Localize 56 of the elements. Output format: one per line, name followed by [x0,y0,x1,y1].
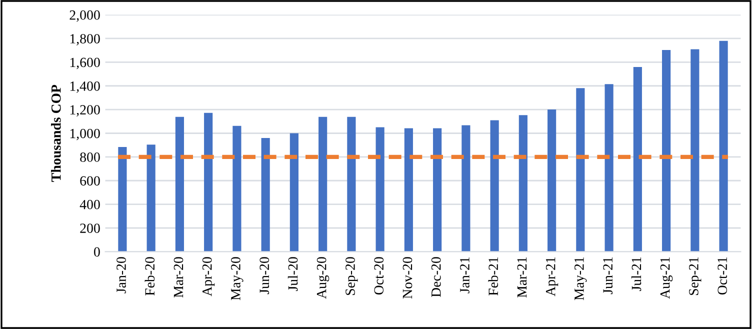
x-tick-label: Apr-21 [546,257,558,296]
bar [490,120,499,252]
bar [719,40,728,252]
y-tick-label: 800 [80,152,100,162]
y-tick-label: 1,800 [70,34,100,46]
x-tick-label: Jul-21 [631,257,642,291]
bar [548,110,556,252]
bar [146,144,156,252]
x-tick-label: Aug-20 [316,257,330,299]
bar [232,126,242,252]
y-tick-label: 1,600 [70,58,100,70]
x-tick-label: Feb-20 [144,257,155,296]
bar [462,125,470,252]
bar [690,49,700,252]
x-tick-label: Aug-21 [660,257,673,299]
x-tick-label: Jan-21 [460,257,470,294]
y-tick-label: 200 [80,224,100,233]
x-tick-label: May-21 [574,257,587,300]
x-tick-label: Mar-21 [517,257,527,298]
bar [347,116,356,252]
y-tick-label: 1,000 [70,128,100,140]
y-tick-label: 0 [94,247,100,257]
bar [204,112,213,252]
y-tick-label: 2,000 [70,10,100,22]
bar [118,146,127,252]
x-tick-label: Dec-20 [431,257,441,298]
x-tick-label: Jan-20 [116,257,126,294]
bar [261,138,270,252]
bar [175,116,184,252]
x-tick-label: May-20 [231,257,244,300]
x-tick-label: Sep-20 [346,257,358,295]
bar [633,67,642,252]
bar [290,133,298,252]
bar [376,127,384,252]
bar [576,88,585,252]
bar [604,84,614,252]
x-tick-label: Sep-21 [689,257,702,295]
x-tick-label: Mar-20 [174,257,184,298]
x-tick-label: Apr-20 [202,257,215,296]
y-tick-label: 600 [80,176,100,186]
x-tick-label: Feb-21 [488,257,498,296]
x-tick-label: Jun-20 [260,257,270,294]
y-tick-label: 1,200 [70,105,100,117]
x-tick-label: Nov-20 [402,257,412,299]
x-tick-label: Jun-21 [603,257,613,294]
bar [404,128,413,252]
bar [318,116,328,252]
x-tick-label: Oct-20 [374,257,384,295]
x-tick-label: Jul-20 [288,257,298,291]
y-axis-title: Thousands COP [51,84,61,182]
x-tick-label: Oct-21 [718,257,728,295]
bar [662,50,671,252]
y-tick-label: 400 [80,200,100,210]
bar [518,115,528,252]
y-tick-label: 1,400 [70,81,100,93]
bar [433,128,442,252]
